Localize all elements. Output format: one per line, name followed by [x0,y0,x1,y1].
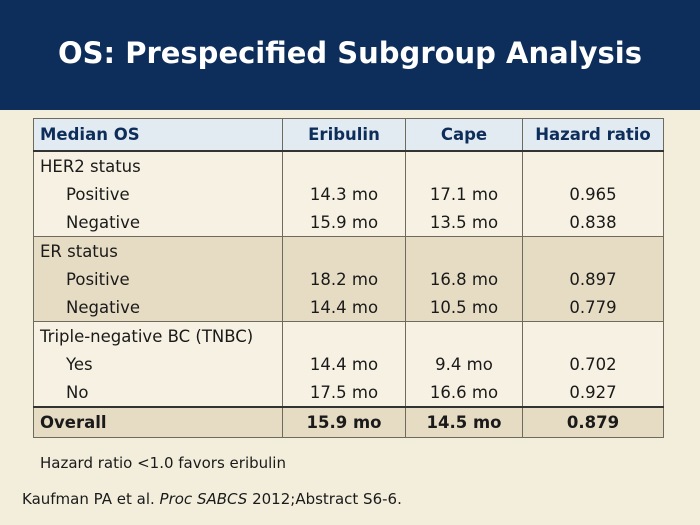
column-header: Cape [405,118,523,152]
data-row: Positive 18.2 mo 16.8 mo 0.897 [33,265,664,293]
empty-cell [282,150,406,180]
subgroup-table: Median OS Eribulin Cape Hazard ratio HER2 st… [33,118,664,438]
group-label: Triple-negative BC (TNBC) [33,321,283,350]
empty-cell [405,321,523,350]
group-label-row: ER status [33,236,664,265]
value-cell: 0.897 [522,265,664,293]
data-row: Yes 14.4 mo 9.4 mo 0.702 [33,350,664,378]
row-group: HER2 status Positive 14.3 mo 17.1 mo 0.965 Ne… [33,150,664,237]
group-label-row: HER2 status [33,150,664,180]
subgroup-label: Positive [33,180,283,208]
value-cell: 15.9 mo [282,208,406,237]
value-cell: 10.5 mo [405,293,523,322]
data-row: Negative 14.4 mo 10.5 mo 0.779 [33,293,664,322]
data-row: Negative 15.9 mo 13.5 mo 0.838 [33,208,664,237]
empty-cell [522,321,664,350]
value-cell: 9.4 mo [405,350,523,378]
subgroup-label: No [33,378,283,408]
column-header: Median OS [33,118,283,152]
slide-title: OS: Prespecified Subgroup Analysis [57,36,643,70]
empty-cell [522,236,664,265]
subgroup-label: Positive [33,265,283,293]
value-cell: 17.1 mo [405,180,523,208]
group-label: HER2 status [33,150,283,180]
value-cell: 14.4 mo [282,350,406,378]
citation-authors: Kaufman PA et al. [22,490,155,508]
data-row: Positive 14.3 mo 17.1 mo 0.965 [33,180,664,208]
empty-cell [405,236,523,265]
value-cell: 0.702 [522,350,664,378]
citation: Kaufman PA et al. Proc SABCS 2012;Abstra… [22,490,402,508]
value-cell: 18.2 mo [282,265,406,293]
overall-value: 0.879 [522,406,664,438]
overall-value: 14.5 mo [405,406,523,438]
value-cell: 0.838 [522,208,664,237]
column-header: Hazard ratio [522,118,664,152]
value-cell: 13.5 mo [405,208,523,237]
subgroup-label: Yes [33,350,283,378]
footnote: Hazard ratio <1.0 favors eribulin [40,454,286,472]
empty-cell [405,150,523,180]
column-header: Eribulin [282,118,406,152]
empty-cell [282,321,406,350]
value-cell: 16.8 mo [405,265,523,293]
data-row: No 17.5 mo 16.6 mo 0.927 [33,378,664,408]
value-cell: 17.5 mo [282,378,406,408]
value-cell: 0.965 [522,180,664,208]
row-group: Triple-negative BC (TNBC) Yes 14.4 mo 9.4 m… [33,321,664,408]
header-band: OS: Prespecified Subgroup Analysis [0,0,700,110]
value-cell: 0.779 [522,293,664,322]
group-label-row: Triple-negative BC (TNBC) [33,321,664,350]
header-row: Median OS Eribulin Cape Hazard ratio [33,118,664,152]
row-group: ER status Positive 18.2 mo 16.8 mo 0.897 Nega… [33,236,664,322]
overall-row: Overall 15.9 mo 14.5 mo 0.879 [33,406,664,438]
empty-cell [282,236,406,265]
citation-journal: Proc SABCS [159,490,248,508]
overall-label: Overall [33,406,283,438]
empty-cell [522,150,664,180]
subgroup-label: Negative [33,293,283,322]
overall-value: 15.9 mo [282,406,406,438]
group-label: ER status [33,236,283,265]
value-cell: 14.3 mo [282,180,406,208]
value-cell: 0.927 [522,378,664,408]
value-cell: 16.6 mo [405,378,523,408]
table-header: Median OS Eribulin Cape Hazard ratio [33,118,664,152]
value-cell: 14.4 mo [282,293,406,322]
subgroup-label: Negative [33,208,283,237]
citation-details: 2012;Abstract S6-6. [252,490,402,508]
overall-group: Overall 15.9 mo 14.5 mo 0.879 [33,406,664,438]
